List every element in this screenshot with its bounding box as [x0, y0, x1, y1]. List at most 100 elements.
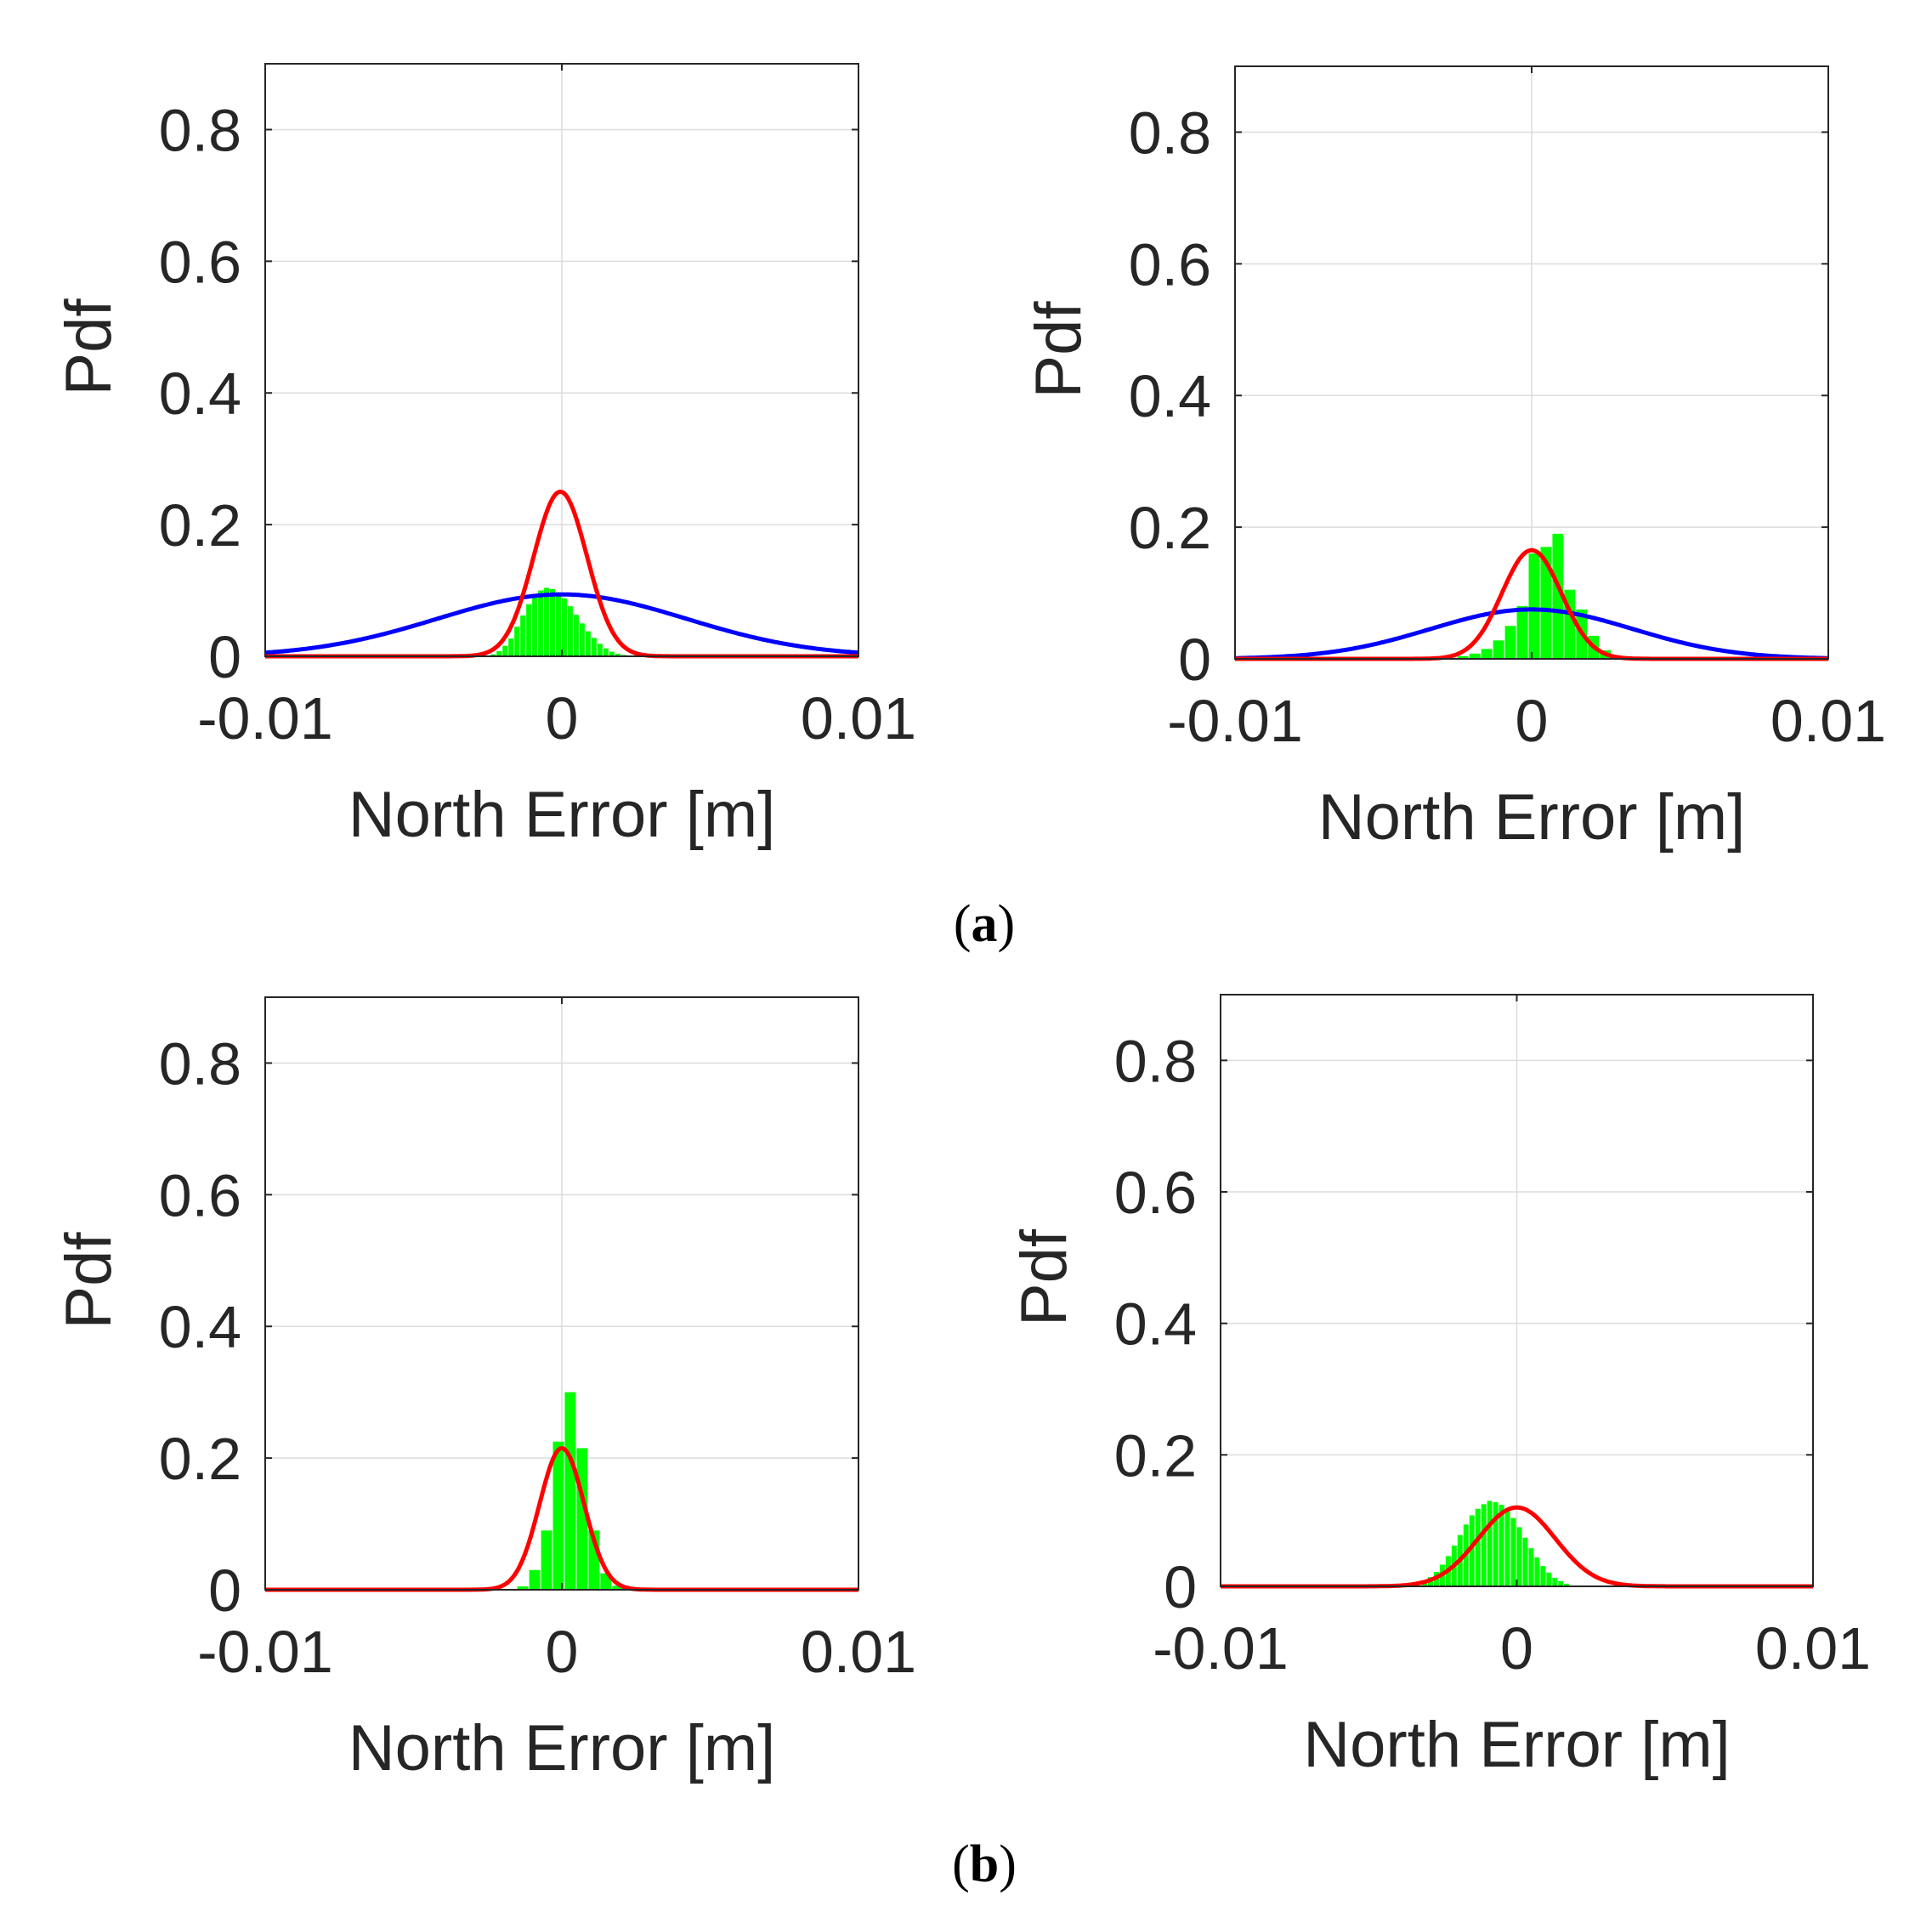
histogram-bar	[1516, 606, 1528, 659]
histogram-bar	[1457, 655, 1469, 659]
histogram-bar	[1493, 1502, 1499, 1586]
histogram-bar	[567, 606, 573, 656]
histogram-bar	[1528, 553, 1540, 659]
histogram-bar	[532, 594, 538, 656]
y-tick-label: 0.8	[159, 97, 241, 163]
x-axis-title: North Error [m]	[1318, 781, 1746, 854]
x-tick-label: 0	[1516, 688, 1549, 754]
y-tick-label: 0	[208, 624, 241, 690]
histogram-bar	[597, 644, 603, 656]
histogram-bar	[526, 604, 532, 656]
histogram-bar	[1540, 547, 1552, 659]
y-tick-label: 0.6	[159, 229, 241, 295]
histogram-bar	[1499, 1505, 1504, 1586]
y-tick-label: 0.8	[1129, 99, 1211, 166]
histogram-bar	[1528, 1548, 1534, 1586]
caption-a: (a)	[954, 895, 1015, 953]
histogram-bar	[544, 587, 550, 656]
histogram-bar	[1481, 1504, 1487, 1586]
histogram-bar	[1487, 1500, 1493, 1586]
histogram-bar	[517, 1586, 529, 1590]
y-tick-label: 0.4	[159, 360, 241, 427]
y-tick-label: 0	[208, 1557, 241, 1624]
y-tick-label: 0.6	[1114, 1160, 1197, 1226]
caption-b-open: (	[952, 1835, 970, 1893]
y-tick-label: 0.2	[159, 1426, 241, 1492]
y-tick-label: 0.8	[1114, 1028, 1197, 1094]
histogram-bar	[514, 627, 520, 656]
y-tick-label: 0.8	[159, 1030, 241, 1097]
y-tick-label: 0.6	[1129, 231, 1211, 298]
y-tick-label: 0.6	[159, 1162, 241, 1228]
caption-a-letter: a	[972, 895, 998, 953]
y-tick-label: 0.4	[1114, 1291, 1197, 1358]
histogram-bar	[1564, 1583, 1570, 1586]
histogram-bar	[585, 631, 591, 656]
y-tick-label: 0.4	[159, 1294, 241, 1360]
x-tick-label: 0.01	[801, 685, 916, 752]
histogram-bar	[550, 589, 556, 656]
x-tick-label: 0.01	[1771, 688, 1886, 754]
series-blue-fit	[1234, 607, 1829, 661]
histogram-bar	[502, 645, 508, 656]
x-tick-label: 0	[1500, 1615, 1533, 1682]
y-axis-title: Pdf	[53, 298, 125, 396]
histogram-bar	[529, 1569, 541, 1590]
x-axis-title: North Error [m]	[348, 1712, 776, 1784]
y-tick-label: 0	[1178, 627, 1211, 693]
histogram-bar	[538, 590, 544, 656]
histogram-bar	[520, 615, 526, 656]
histogram-bar	[1540, 1566, 1546, 1586]
histogram-bar	[1534, 1557, 1540, 1586]
histogram-bar	[612, 1585, 624, 1590]
x-tick-label: 0.01	[1755, 1615, 1871, 1682]
histogram-bar	[490, 654, 496, 656]
x-tick-label: 0.01	[801, 1619, 916, 1685]
caption-a-close: )	[998, 895, 1016, 953]
caption-b: (b)	[952, 1835, 1017, 1893]
series-blue-fit	[264, 592, 859, 655]
histogram-bar	[1469, 653, 1481, 659]
x-tick-label: -0.01	[197, 685, 333, 752]
histogram-bar	[1558, 1580, 1564, 1586]
histogram-bar	[579, 623, 585, 656]
y-axis-title: Pdf	[53, 1232, 125, 1330]
histogram-bar	[541, 1530, 552, 1590]
histogram-bar	[1504, 1510, 1510, 1586]
histogram-bar	[573, 615, 579, 656]
histogram-bar	[1516, 1527, 1522, 1586]
histogram-bar	[1546, 1572, 1552, 1586]
caption-b-close: )	[999, 1835, 1017, 1893]
histogram-bar	[1504, 626, 1516, 659]
y-axis-title: Pdf	[1008, 1228, 1080, 1326]
y-tick-label: 0.4	[1129, 363, 1211, 429]
y-axis-title: Pdf	[1023, 301, 1095, 399]
x-axis-title: North Error [m]	[348, 779, 776, 851]
y-tick-label: 0.2	[159, 492, 241, 559]
caption-b-letter: b	[970, 1835, 999, 1893]
caption-a-open: (	[954, 895, 972, 953]
histogram-bar	[1469, 1515, 1475, 1586]
x-tick-label: 0	[546, 1619, 579, 1685]
x-tick-label: 0	[546, 685, 579, 752]
histogram-bar	[591, 638, 597, 656]
y-tick-label: 0.2	[1114, 1422, 1197, 1489]
histogram-bar	[508, 638, 514, 656]
y-tick-label: 0.2	[1129, 495, 1211, 561]
histogram-bar	[1552, 533, 1564, 659]
y-tick-label: 0	[1164, 1554, 1197, 1620]
histogram-bar	[1493, 640, 1504, 659]
histogram-bar	[1522, 1537, 1528, 1586]
x-axis-title: North Error [m]	[1303, 1709, 1731, 1781]
histogram-bar	[603, 648, 609, 656]
histogram-bar	[609, 651, 615, 656]
x-tick-label: -0.01	[197, 1619, 333, 1685]
histogram-bar	[1510, 1517, 1516, 1586]
histogram-bar	[562, 598, 567, 656]
histogram-bar	[1552, 1577, 1558, 1586]
